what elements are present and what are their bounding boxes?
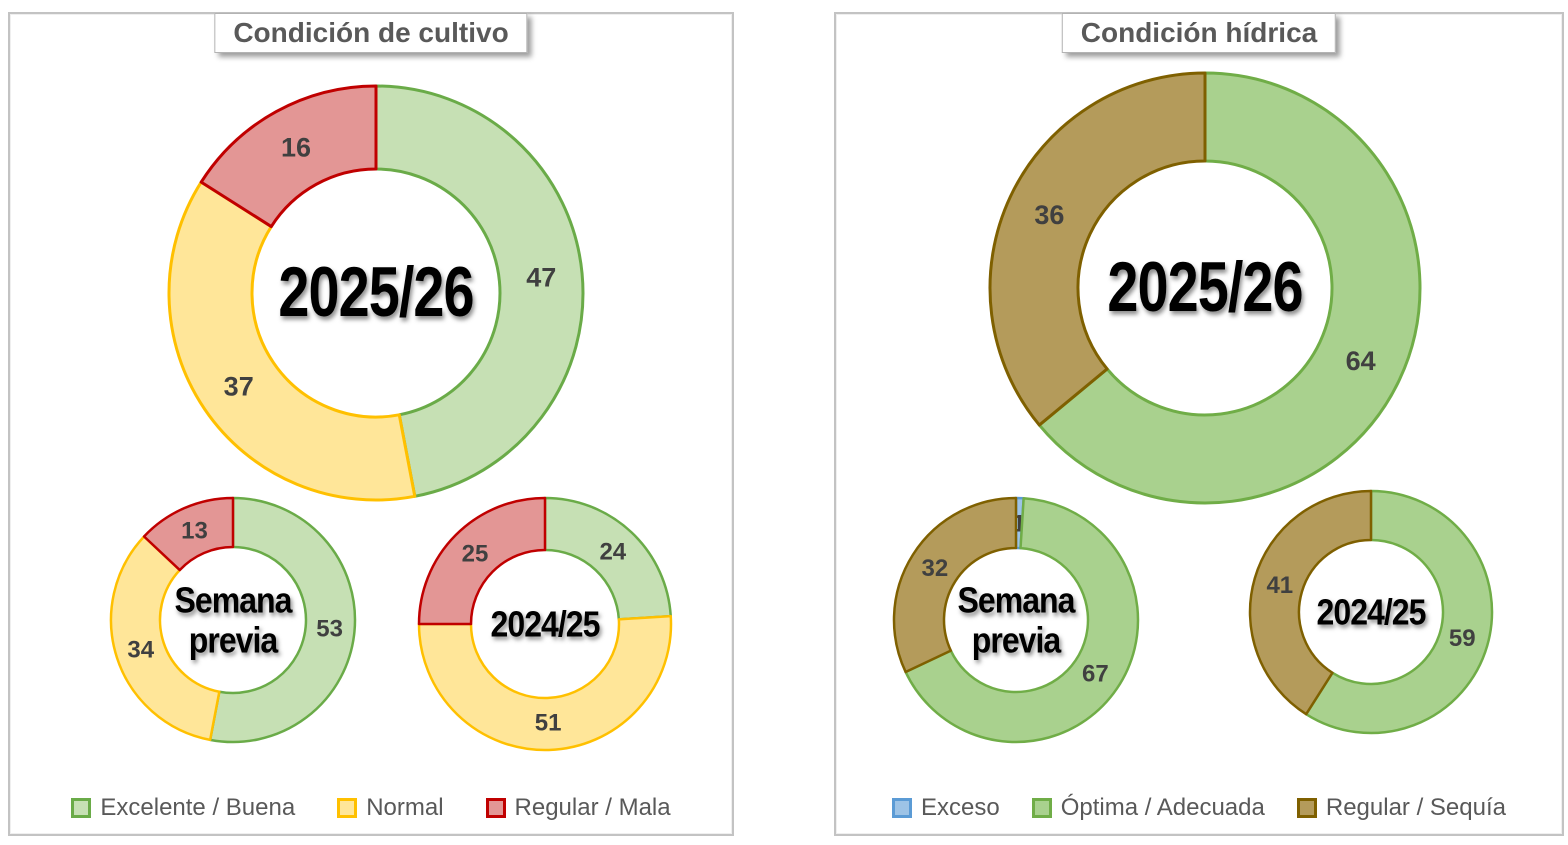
- donut-previous-season: 24 51 25: [417, 496, 673, 752]
- segment-value-label: 37: [224, 371, 254, 401]
- donut-center-label: Semana previa: [957, 579, 1076, 660]
- chart-legend: Excelente / Buena Normal Regular / Mala: [10, 794, 732, 822]
- donut-segment--ptima-adecuada: [904, 496, 1140, 744]
- segment-value-label: 36: [1034, 200, 1064, 230]
- panel-crop-condition: Condición de cultivo 47 37 16 53 34 13 24 51 25 …: [8, 12, 734, 836]
- donut-current-season: 64 36: [988, 71, 1422, 505]
- legend-item-excelente-buena: Excelente / Buena: [71, 794, 295, 822]
- segment-value-label: 41: [1266, 572, 1293, 599]
- legend-swatch-icon: [1296, 798, 1317, 818]
- donut-segment-regular-sequ-a: [1248, 489, 1373, 716]
- segment-value-label: 53: [316, 616, 343, 643]
- legend-label: Óptima / Adecuada: [1060, 794, 1265, 821]
- legend-swatch-icon: [485, 798, 506, 818]
- segment-value-label: 59: [1449, 625, 1476, 652]
- donut-segment-normal: [167, 180, 417, 502]
- chart-title: Condición hídrica: [1061, 13, 1337, 53]
- legend-item-exceso: Exceso: [892, 794, 1000, 822]
- segment-value-label: 47: [526, 262, 556, 292]
- donut-segment-excelente-buena: [208, 496, 357, 744]
- segment-value-label: 67: [1082, 661, 1109, 688]
- donut-center-label: 2024/25: [1316, 591, 1427, 633]
- segment-value-label: 16: [281, 133, 311, 163]
- legend-swatch-icon: [71, 798, 92, 818]
- legend-item-normal: Normal: [337, 794, 444, 822]
- legend-item-regular-sequ-a: Regular / Sequía: [1296, 794, 1506, 822]
- legend-item--ptima-adecuada: Óptima / Adecuada: [1031, 794, 1265, 822]
- legend-label: Regular / Sequía: [1325, 794, 1506, 821]
- segment-value-label: 34: [127, 637, 154, 664]
- donut-segment-normal: [417, 614, 673, 752]
- legend-swatch-icon: [892, 798, 913, 818]
- donut-segment--ptima-adecuada: [1037, 71, 1422, 505]
- donut-center-label: 2024/25: [490, 603, 601, 645]
- segment-value-label: 64: [1346, 346, 1376, 376]
- segment-value-label: 13: [181, 518, 208, 545]
- legend-label: Normal: [366, 794, 444, 821]
- legend-item-regular-mala: Regular / Mala: [485, 794, 671, 822]
- donut-segment-regular-mala: [417, 496, 547, 626]
- chart-legend: Exceso Óptima / Adecuada Regular / Sequía: [836, 794, 1562, 822]
- segment-value-label: 25: [462, 541, 489, 568]
- donut-segment-excelente-buena: [374, 84, 585, 498]
- donut-chart-svg: 47 37 16 53 34 13 24 51 25: [109, 84, 673, 752]
- donut-center-label: 2025/26: [278, 252, 474, 332]
- donut-previous-season: 59 41: [1248, 489, 1494, 735]
- donut-segment-regular-mala: [142, 496, 235, 572]
- segment-value-label: 24: [599, 538, 626, 565]
- panel-water-condition: Condición hídrica 64 36 1 67 32 59 41 Exceso Óp…: [834, 12, 1564, 836]
- segment-value-label: 32: [922, 555, 949, 582]
- donut-segment--ptima-adecuada: [1304, 489, 1494, 735]
- donut-segment-regular-sequ-a: [892, 496, 1018, 674]
- legend-swatch-icon: [1031, 798, 1052, 818]
- legend-label: Exceso: [921, 794, 1000, 821]
- donut-segment-regular-mala: [199, 84, 378, 229]
- segment-value-label: 51: [535, 710, 562, 737]
- donut-center-label: Semana previa: [174, 579, 293, 660]
- donut-center-label: 2025/26: [1107, 247, 1303, 327]
- donut-segment-excelente-buena: [543, 496, 672, 621]
- donut-segment-regular-sequ-a: [988, 71, 1207, 427]
- donut-previous-week: 53 34 13: [109, 496, 357, 744]
- donut-current-season: 47 37 16: [167, 84, 585, 502]
- donut-segment-normal: [109, 535, 221, 742]
- legend-label: Excelente / Buena: [100, 794, 296, 821]
- chart-title: Condición de cultivo: [214, 13, 528, 53]
- legend-swatch-icon: [337, 798, 358, 818]
- legend-label: Regular / Mala: [514, 794, 671, 821]
